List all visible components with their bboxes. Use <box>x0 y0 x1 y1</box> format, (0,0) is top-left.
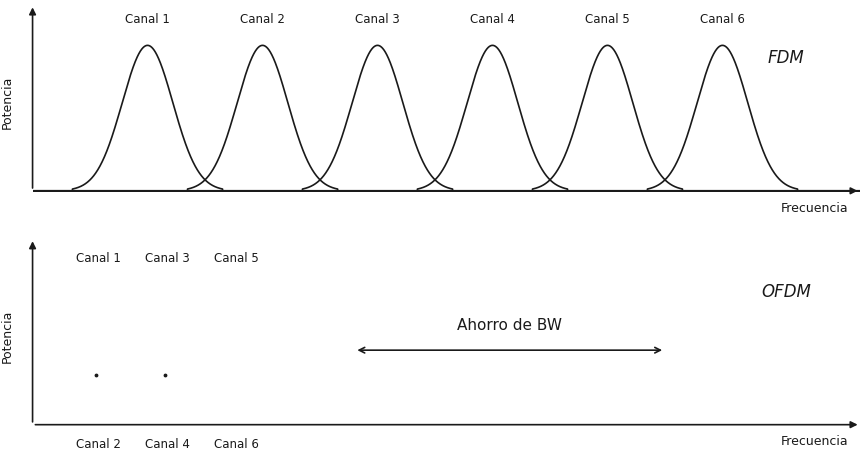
Text: Canal 3: Canal 3 <box>355 13 400 26</box>
Text: FDM: FDM <box>767 49 805 66</box>
Text: Canal 1: Canal 1 <box>125 13 170 26</box>
Text: OFDM: OFDM <box>761 282 811 300</box>
Text: Potencia: Potencia <box>1 76 14 129</box>
Text: Canal 5: Canal 5 <box>214 252 259 265</box>
Text: Canal 2: Canal 2 <box>240 13 285 26</box>
Text: Canal 4: Canal 4 <box>470 13 515 26</box>
Text: Frecuencia: Frecuencia <box>780 201 848 214</box>
Text: Canal 3: Canal 3 <box>145 252 190 265</box>
Text: Canal 4: Canal 4 <box>145 437 191 450</box>
Text: Canal 5: Canal 5 <box>585 13 630 26</box>
Text: Canal 6: Canal 6 <box>214 437 259 450</box>
Text: Canal 6: Canal 6 <box>700 13 745 26</box>
Text: Canal 2: Canal 2 <box>76 437 121 450</box>
Text: Ahorro de BW: Ahorro de BW <box>457 318 562 333</box>
Text: Frecuencia: Frecuencia <box>780 435 848 447</box>
Text: Canal 1: Canal 1 <box>76 252 121 265</box>
Text: Potencia: Potencia <box>1 309 14 362</box>
